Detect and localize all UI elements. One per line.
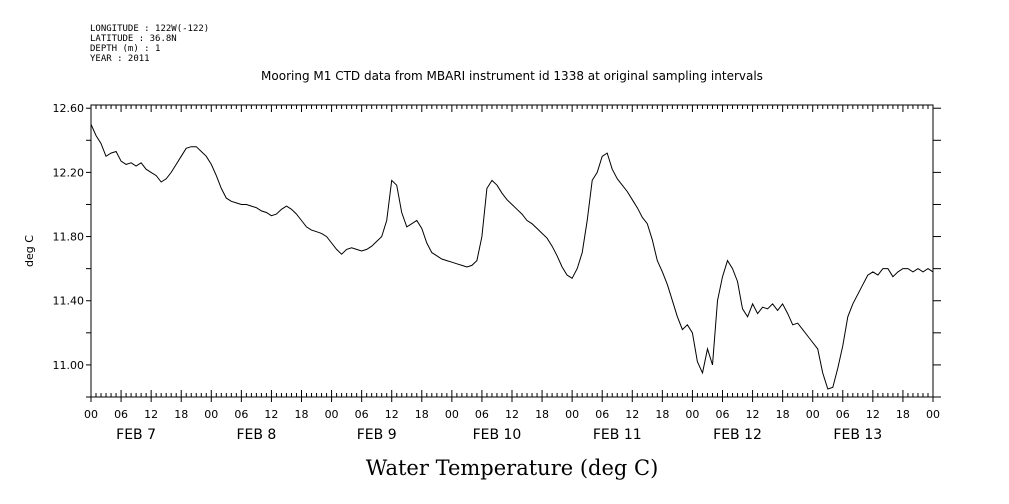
year-label: YEAR : 2011 [90,54,150,64]
y-tick-label: 11.40 [53,295,85,308]
x-tick-label: 12 [144,408,158,421]
x-tick-label: 18 [776,408,790,421]
x-tick-label: 00 [685,408,699,421]
x-tick-label: 00 [325,408,339,421]
day-label: FEB 9 [357,427,397,443]
x-tick-label: 00 [445,408,459,421]
y-tick-label: 11.00 [53,359,85,372]
y-tick-label: 12.20 [53,166,85,179]
x-tick-label: 18 [535,408,549,421]
x-tick-label: 18 [174,408,188,421]
x-tick-label: 18 [896,408,910,421]
y-tick-labels: 12.60 12.20 11.80 11.40 11.00 [53,102,85,372]
x-tick-label: 18 [415,408,429,421]
day-label: FEB 8 [236,427,276,443]
chart-title: Mooring M1 CTD data from MBARI instrumen… [261,69,763,83]
day-label: FEB 12 [713,427,762,443]
x-tick-label: 12 [385,408,399,421]
x-tick-label: 00 [806,408,820,421]
x-tick-label: 00 [565,408,579,421]
x-tick-label: 12 [505,408,519,421]
x-tick-label: 12 [866,408,880,421]
x-tick-label: 06 [114,408,128,421]
x-tick-labels: 00 06 12 18 00 06 12 18 00 06 12 18 00 06 12 18 00 06 12 18… [84,408,940,421]
x-axis-label: Water Temperature (deg C) [366,456,659,480]
day-label: FEB 11 [593,427,642,443]
x-tick-label: 06 [836,408,850,421]
x-tick-label: 18 [295,408,309,421]
x-tick-label: 00 [926,408,940,421]
day-labels: FEB 7 FEB 8 FEB 9 FEB 10 FEB 11 FEB 12 FEB 13 [116,427,882,443]
x-tick-label: 06 [355,408,369,421]
day-label: FEB 13 [833,427,882,443]
day-label: FEB 7 [116,427,156,443]
x-tick-label: 00 [84,408,98,421]
y-axis-label: deg C [23,235,36,267]
longitude-label: LONGITUDE : 122W(-122) [90,24,209,34]
x-tick-label: 06 [475,408,489,421]
y-tick-label: 11.80 [53,231,85,244]
day-label: FEB 10 [473,427,522,443]
y-ticks [86,107,941,398]
x-ticks [90,105,934,402]
plot-frame [90,104,934,398]
latitude-label: LATITUDE : 36.8N [90,34,177,44]
water-temperature-line [90,124,934,390]
y-tick-label: 12.60 [53,102,85,115]
x-tick-label: 06 [595,408,609,421]
x-tick-label: 12 [264,408,278,421]
x-tick-label: 00 [204,408,218,421]
x-tick-label: 12 [746,408,760,421]
x-tick-label: 06 [234,408,248,421]
x-tick-label: 18 [655,408,669,421]
x-tick-label: 06 [716,408,730,421]
x-tick-label: 12 [625,408,639,421]
depth-label: DEPTH (m) : 1 [90,44,160,54]
